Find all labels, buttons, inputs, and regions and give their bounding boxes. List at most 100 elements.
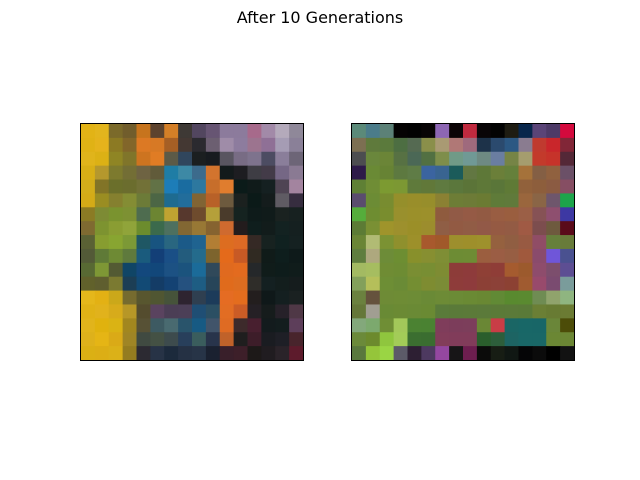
heatmap-cell <box>435 207 450 222</box>
heatmap-cell <box>365 304 381 319</box>
heatmap-cell <box>108 290 124 306</box>
heatmap-cell <box>560 346 574 360</box>
heatmap-cell <box>164 304 179 319</box>
heatmap-cell <box>219 137 235 153</box>
heatmap-cell <box>365 332 381 347</box>
heatmap-cell <box>352 290 367 306</box>
heatmap-cell <box>192 248 207 264</box>
heatmap-cell <box>379 332 395 347</box>
heatmap-cell <box>532 318 547 333</box>
heatmap-cell <box>108 235 124 250</box>
heatmap-cell <box>421 248 436 264</box>
heatmap-cell <box>261 151 276 167</box>
heatmap-cell <box>532 276 547 292</box>
heatmap-cell <box>532 124 547 139</box>
heatmap-cell <box>94 304 110 319</box>
heatmap-cell <box>192 235 207 250</box>
heatmap-cell <box>81 332 96 347</box>
heatmap-cell <box>421 332 436 347</box>
heatmap-cell <box>219 221 235 236</box>
heatmap-cell <box>164 235 179 250</box>
heatmap-cell <box>289 290 303 306</box>
heatmap-cell <box>81 248 96 264</box>
heatmap-cell <box>289 137 303 153</box>
heatmap-cell <box>136 346 151 360</box>
heatmap-cell <box>393 193 409 208</box>
heatmap-cell <box>275 304 290 319</box>
heatmap-cell <box>407 137 422 153</box>
heatmap-cell <box>504 304 520 319</box>
right-image-panel <box>351 123 575 361</box>
heatmap-cell <box>532 290 547 306</box>
heatmap-cell <box>164 262 179 278</box>
heatmap-cell <box>108 248 124 264</box>
heatmap-cell <box>94 165 110 181</box>
heatmap-cell <box>393 304 409 319</box>
heatmap-cell <box>352 262 367 278</box>
heatmap-cell <box>122 262 138 278</box>
heatmap-cell <box>178 248 193 264</box>
heatmap-cell <box>94 332 110 347</box>
heatmap-cell <box>261 332 276 347</box>
heatmap-cell <box>233 276 249 292</box>
heatmap-cell <box>504 235 520 250</box>
heatmap-cell <box>421 262 436 278</box>
heatmap-cell <box>393 276 409 292</box>
heatmap-cell <box>560 290 574 306</box>
heatmap-cell <box>275 165 290 181</box>
heatmap-cell <box>490 318 506 333</box>
heatmap-cell <box>261 193 276 208</box>
heatmap-cell <box>247 165 262 181</box>
left-image-panel <box>80 123 304 361</box>
heatmap-cell <box>178 137 193 153</box>
heatmap-cell <box>247 332 262 347</box>
heatmap-cell <box>476 262 492 278</box>
heatmap-cell <box>407 151 422 167</box>
heatmap-cell <box>532 151 547 167</box>
heatmap-cell <box>289 151 303 167</box>
heatmap-cell <box>219 235 235 250</box>
heatmap-cell <box>463 248 478 264</box>
heatmap-cell <box>393 248 409 264</box>
heatmap-cell <box>192 276 207 292</box>
heatmap-cell <box>122 248 138 264</box>
heatmap-cell <box>546 290 561 306</box>
heatmap-cell <box>504 290 520 306</box>
heatmap-cell <box>518 248 533 264</box>
heatmap-cell <box>352 332 367 347</box>
heatmap-cell <box>490 276 506 292</box>
heatmap-cell <box>108 221 124 236</box>
heatmap-cell <box>518 262 533 278</box>
heatmap-cell <box>546 235 561 250</box>
heatmap-cell <box>435 221 450 236</box>
heatmap-cell <box>247 193 262 208</box>
heatmap-cell <box>435 165 450 181</box>
heatmap-cell <box>393 290 409 306</box>
heatmap-cell <box>219 332 235 347</box>
heatmap-cell <box>261 290 276 306</box>
heatmap-cell <box>233 235 249 250</box>
heatmap-cell <box>532 165 547 181</box>
heatmap-cell <box>150 151 165 167</box>
heatmap-cell <box>476 235 492 250</box>
heatmap-cell <box>289 248 303 264</box>
heatmap-cell <box>365 165 381 181</box>
heatmap-cell <box>518 332 533 347</box>
heatmap-cell <box>421 346 436 360</box>
heatmap-cell <box>546 248 561 264</box>
heatmap-cell <box>504 193 520 208</box>
heatmap-cell <box>393 165 409 181</box>
heatmap-cell <box>275 346 290 360</box>
heatmap-cell <box>352 346 367 360</box>
heatmap-cell <box>352 207 367 222</box>
heatmap-cell <box>365 124 381 139</box>
heatmap-cell <box>122 221 138 236</box>
heatmap-cell <box>546 318 561 333</box>
heatmap-cell <box>81 235 96 250</box>
heatmap-cell <box>81 193 96 208</box>
heatmap-cell <box>504 151 520 167</box>
heatmap-cell <box>136 179 151 195</box>
heatmap-cell <box>233 221 249 236</box>
heatmap-cell <box>463 193 478 208</box>
heatmap-cell <box>247 248 262 264</box>
